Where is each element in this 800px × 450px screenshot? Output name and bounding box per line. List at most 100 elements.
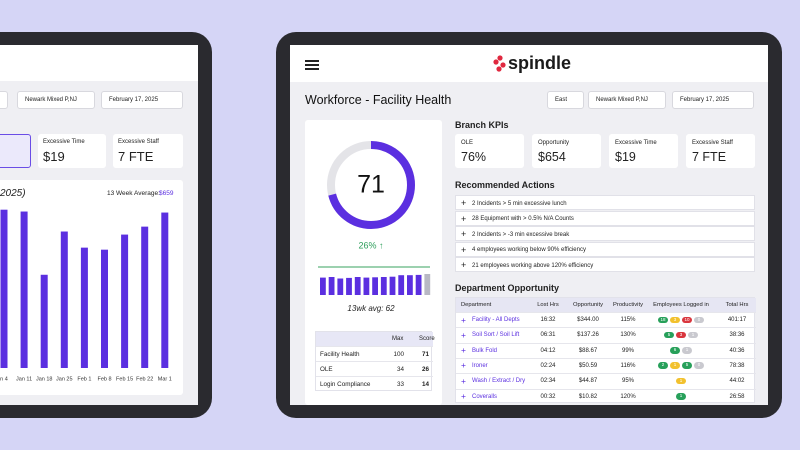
page-title: Workforce - Facility Health (305, 93, 452, 107)
selected-card (0, 134, 31, 168)
kpi-label: Excessive Time (615, 140, 657, 146)
plus-icon: + (461, 198, 467, 208)
cell: $137.26 (577, 332, 599, 339)
cell: 02:24 (540, 362, 556, 369)
trend-bar (424, 274, 431, 295)
logo-dot (500, 62, 506, 68)
filter-dropdown[interactable] (0, 91, 8, 109)
action-item[interactable]: +28 Equipment with > 0.5% N/A Counts (455, 210, 755, 226)
gauge-value: 71 (357, 171, 385, 199)
trend-bar (363, 277, 370, 295)
expand-icon: + (461, 329, 466, 340)
bar (121, 234, 129, 368)
login-badge: 18 (658, 316, 668, 323)
department-link[interactable]: Bulk Fold (472, 347, 498, 354)
action-item[interactable]: +4 employees working below 90% efficienc… (455, 241, 755, 257)
logo-dot (497, 55, 503, 61)
row-divider (456, 327, 756, 329)
login-badge: 3 (676, 331, 686, 339)
table-header (316, 332, 433, 346)
plus-icon: + (461, 244, 467, 255)
department-link[interactable]: Ironer (472, 362, 488, 369)
plus-icon: + (461, 213, 467, 224)
filter-dropdown[interactable]: February 17, 2025 (101, 91, 183, 109)
row-divider (316, 346, 433, 347)
bar (101, 249, 108, 368)
expand-icon: + (461, 314, 466, 325)
column-header: Employees Logged in (653, 302, 709, 308)
department-link[interactable]: Facility - All Depts (472, 317, 520, 323)
department-link[interactable]: Coveralls (472, 393, 498, 400)
score-table: Max Score Facility Health 100 71 OLE 34 26 Login… (315, 331, 435, 391)
column-header: Max (392, 336, 404, 342)
kpi-card: Excessive Time $19 (609, 134, 678, 168)
top-bar (0, 45, 198, 81)
kpi-label: Excessive Staff (692, 140, 733, 146)
action-text: 4 employees working below 90% efficiency (472, 247, 586, 254)
kpi-value: 7 FTE (118, 149, 154, 164)
cell: 95% (621, 378, 635, 385)
x-tick-label: n 4 (0, 376, 8, 382)
cell: $344.00 (577, 317, 599, 323)
menu-icon-line (305, 64, 319, 66)
trend-bar (372, 277, 378, 295)
section-title: Recommended Actions (455, 180, 555, 190)
x-tick-label: Jan 11 (16, 376, 32, 382)
cell: 44:02 (729, 378, 745, 385)
expand-icon: + (461, 345, 466, 356)
cell: 78:38 (729, 362, 745, 369)
trend-bar (380, 277, 387, 295)
bar (161, 212, 169, 368)
row-label: Facility Health (320, 351, 360, 358)
kpi-value: $654 (538, 150, 566, 164)
x-tick-label: Feb 8 (97, 376, 111, 382)
kpi-value: $19 (615, 150, 636, 164)
kpi-card: Opportunity $654 (532, 134, 601, 168)
menu-button[interactable] (303, 57, 321, 71)
filter-dropdown[interactable]: East (547, 91, 584, 109)
chart: 71 26% ↑ 13wk avg: 62 (318, 141, 431, 313)
cell: $10.82 (578, 393, 598, 400)
menu-icon-line (305, 68, 319, 70)
cell: 00:32 (540, 393, 556, 400)
row-label: Login Compliance (320, 381, 371, 388)
cell: 26:58 (729, 393, 745, 400)
cell: 16:32 (540, 317, 556, 323)
cell: $50.59 (578, 362, 598, 369)
chart-title: 2025) (0, 188, 26, 199)
chart (493, 55, 506, 72)
avg-label: 13 Week Average: (107, 190, 160, 197)
column-header: Department (461, 302, 492, 308)
logo-text: spindle (508, 53, 572, 73)
menu-icon-line (305, 60, 319, 62)
section-title: Branch KPIs (455, 120, 509, 130)
table-header (456, 298, 756, 312)
action-item[interactable]: +2 Incidents > 5 min excessive lunch (455, 195, 755, 210)
action-item[interactable]: +21 employees working above 120% efficie… (455, 257, 755, 273)
login-badge: 1 (676, 393, 686, 400)
column-header: Productivity (613, 302, 643, 308)
trend-bar (346, 277, 352, 295)
department-link[interactable]: Wash / Extract / Dry (472, 378, 526, 385)
cell: 116% (620, 362, 636, 369)
cell: 99% (621, 347, 635, 354)
filter-dropdown[interactable]: Newark Mixed P,NJ (588, 91, 666, 109)
login-badge: 0 (694, 362, 704, 369)
trend-bar (354, 277, 361, 295)
kpi-label: Excessive Staff (118, 139, 159, 145)
trend-bar (337, 278, 344, 295)
department-link[interactable]: Soil Sort / Soil Lift (472, 332, 520, 339)
filter-dropdown[interactable]: Newark Mixed P,NJ (17, 91, 95, 109)
x-tick-label: Feb 1 (77, 376, 91, 382)
expand-icon: + (461, 391, 466, 401)
x-tick-label: Feb 22 (136, 376, 153, 382)
kpi-card: OLE 76% (455, 134, 524, 168)
kpi-value: 76% (461, 150, 487, 164)
action-item[interactable]: +2 Incidents > -3 min excessive break (455, 226, 755, 242)
filter-dropdown[interactable]: February 17, 2025 (672, 91, 754, 109)
gauge-arc (327, 141, 415, 229)
chart: n 4 Jan 11 Jan 18 Jan 25 Feb 1 Feb 8 Feb 15 Feb… (0, 209, 172, 382)
kpi-value: $19 (43, 149, 65, 164)
department-table: Department Lost Hrs Opportunity Productivit… (455, 297, 756, 403)
trend-bar (415, 274, 422, 295)
